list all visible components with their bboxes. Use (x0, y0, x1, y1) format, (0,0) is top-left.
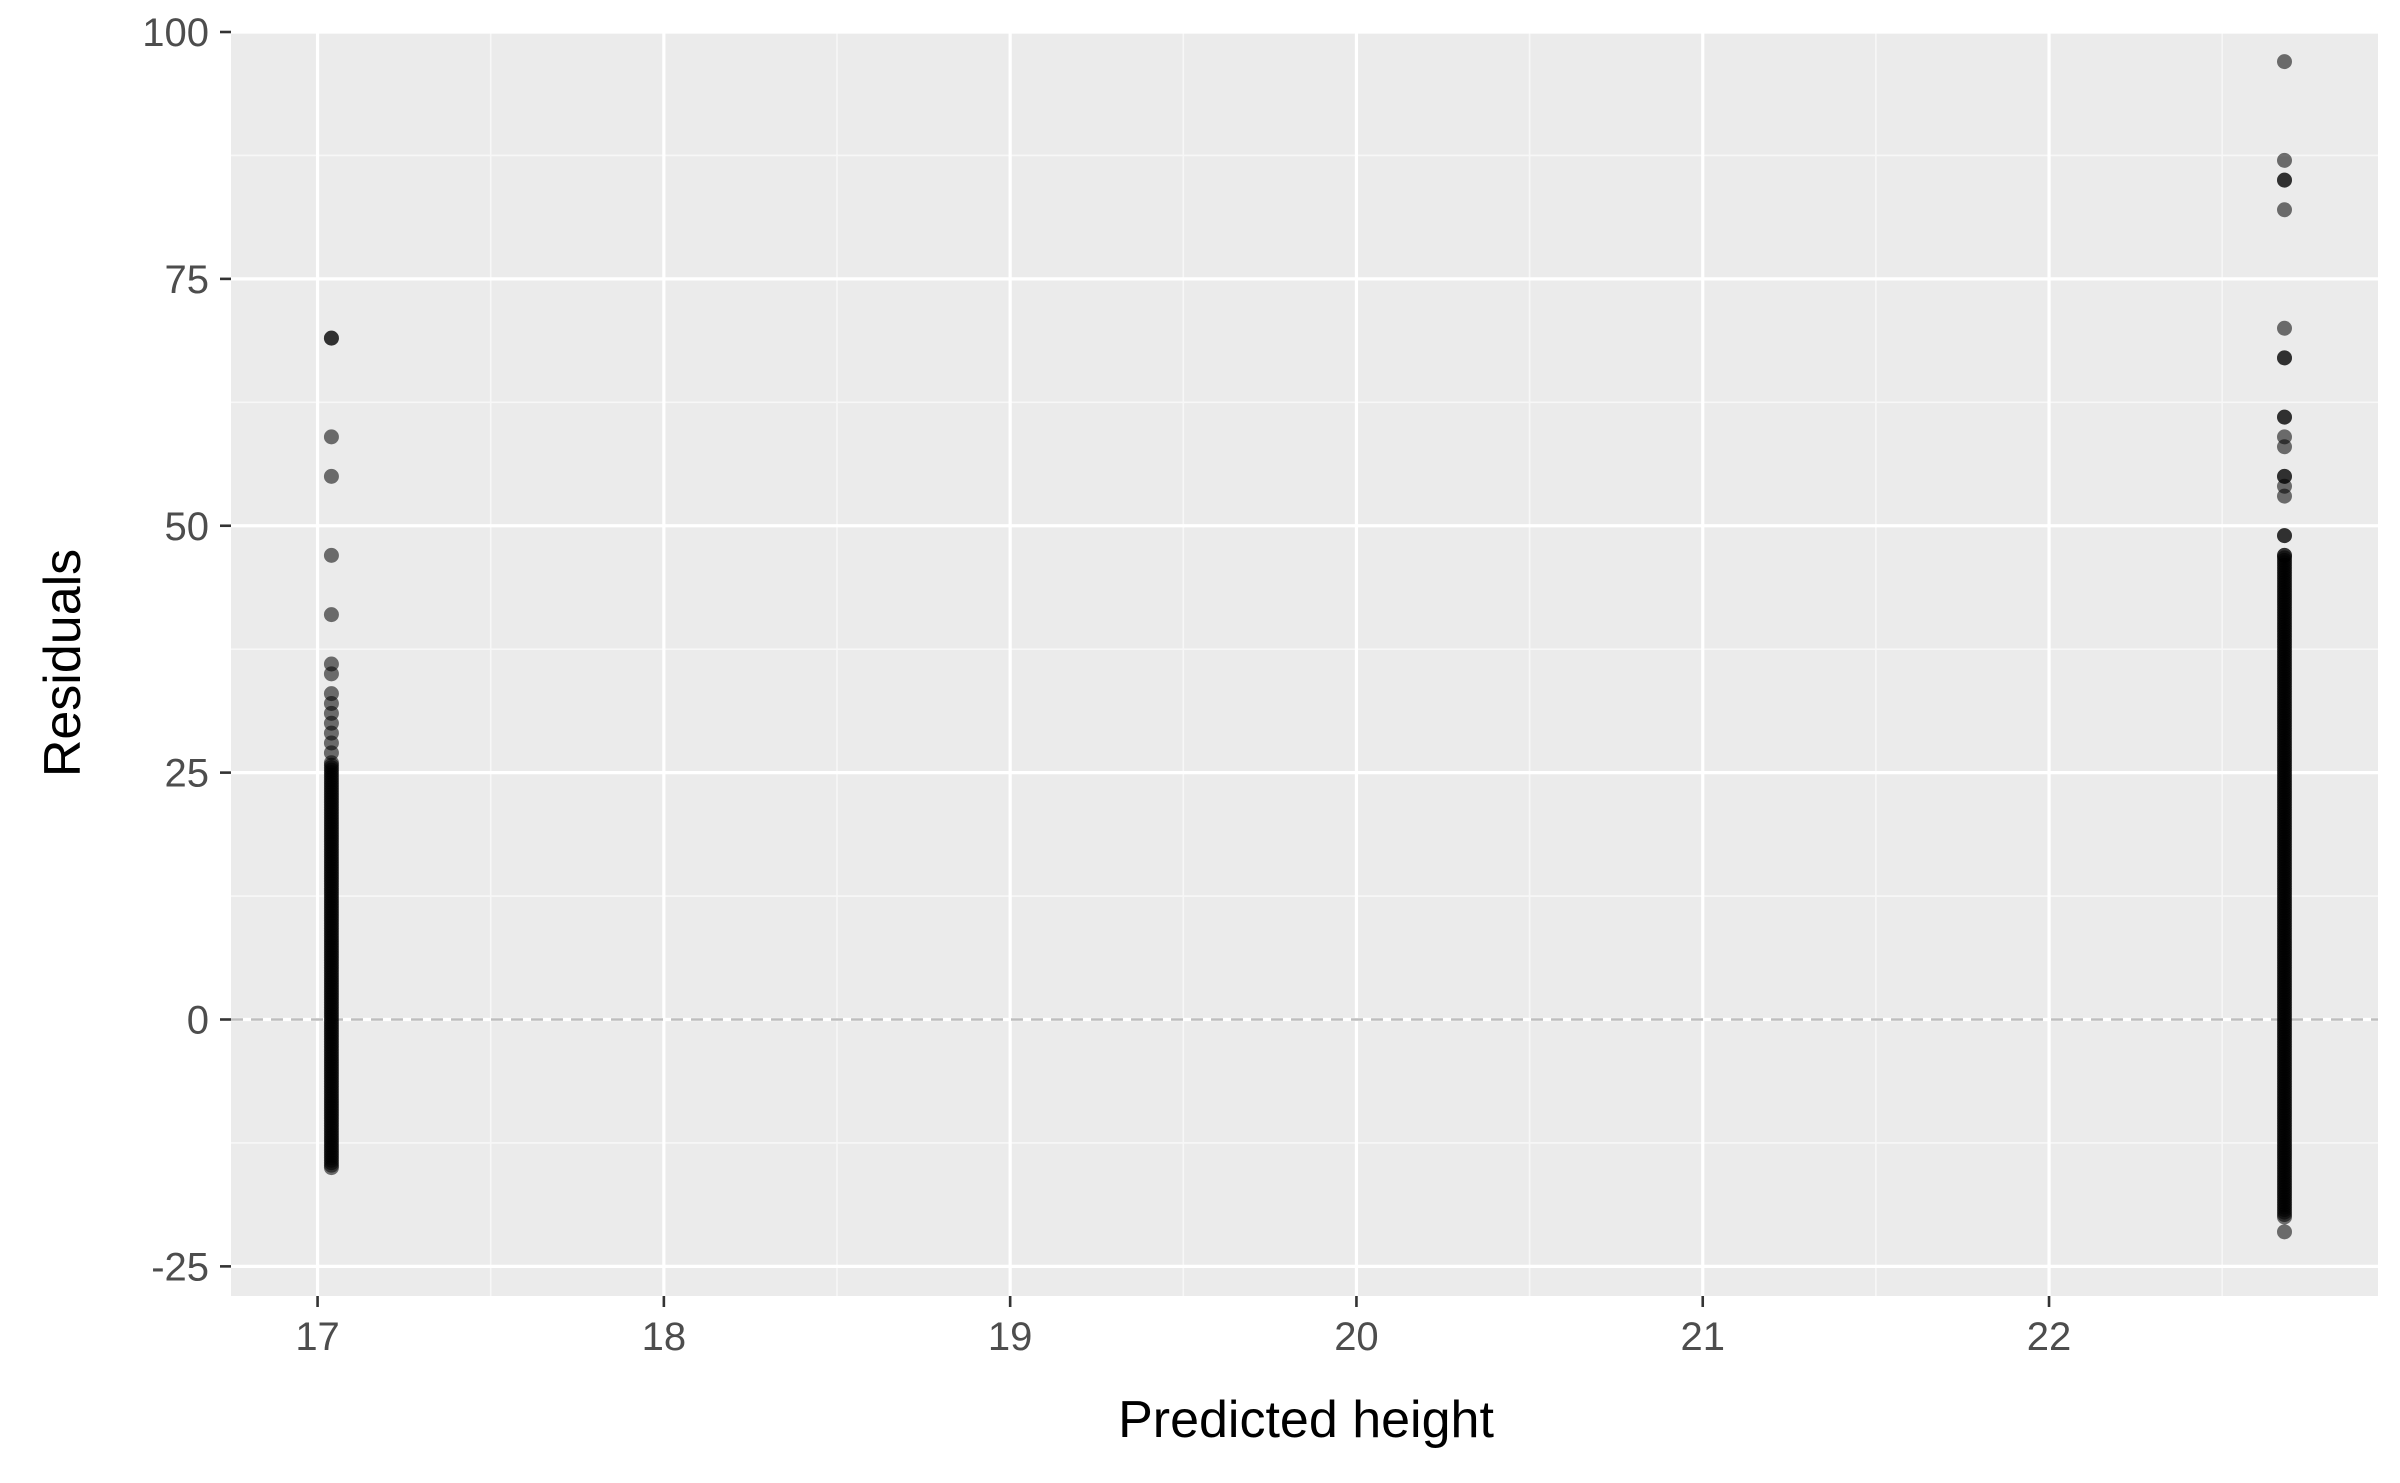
y-tick-label: 100 (142, 11, 209, 55)
data-point (2277, 320, 2293, 336)
x-tick-label: 19 (988, 1315, 1033, 1359)
data-points (323, 54, 2293, 1240)
data-point (2277, 54, 2293, 70)
data-point (2277, 439, 2293, 455)
data-point (323, 745, 339, 761)
data-point (323, 330, 339, 346)
minor-gridlines (231, 32, 2378, 1296)
y-tick-label: 50 (165, 505, 210, 549)
data-point (323, 429, 339, 445)
x-axis-ticks: 17 18 19 20 21 22 (295, 1296, 2071, 1359)
data-point (323, 547, 339, 563)
y-axis-title: Residuals (34, 549, 92, 777)
x-tick-label: 18 (642, 1315, 687, 1359)
data-point (2277, 152, 2293, 168)
x-tick-label: 21 (1680, 1315, 1725, 1359)
y-tick-label: 75 (165, 258, 210, 302)
data-point (2277, 488, 2293, 504)
data-point (2277, 547, 2293, 563)
x-tick-label: 17 (295, 1315, 340, 1359)
major-gridlines (231, 30, 2378, 1296)
x-tick-label: 22 (2027, 1315, 2072, 1359)
data-point (2277, 409, 2293, 425)
plot-panel (231, 32, 2378, 1296)
data-point (2277, 350, 2293, 366)
y-tick-label: 25 (165, 752, 210, 796)
data-point (2277, 172, 2293, 188)
x-tick-label: 20 (1334, 1315, 1379, 1359)
y-tick-label: 0 (187, 999, 209, 1043)
data-point (2277, 528, 2293, 544)
y-axis-ticks: -25 0 25 50 75 100 (142, 11, 231, 1289)
data-point (323, 468, 339, 484)
data-point (323, 666, 339, 682)
data-point (2277, 1224, 2293, 1240)
x-axis-title: Predicted height (1118, 1391, 1494, 1449)
data-point (323, 607, 339, 623)
data-point (2277, 202, 2293, 218)
y-tick-label: -25 (151, 1245, 209, 1289)
